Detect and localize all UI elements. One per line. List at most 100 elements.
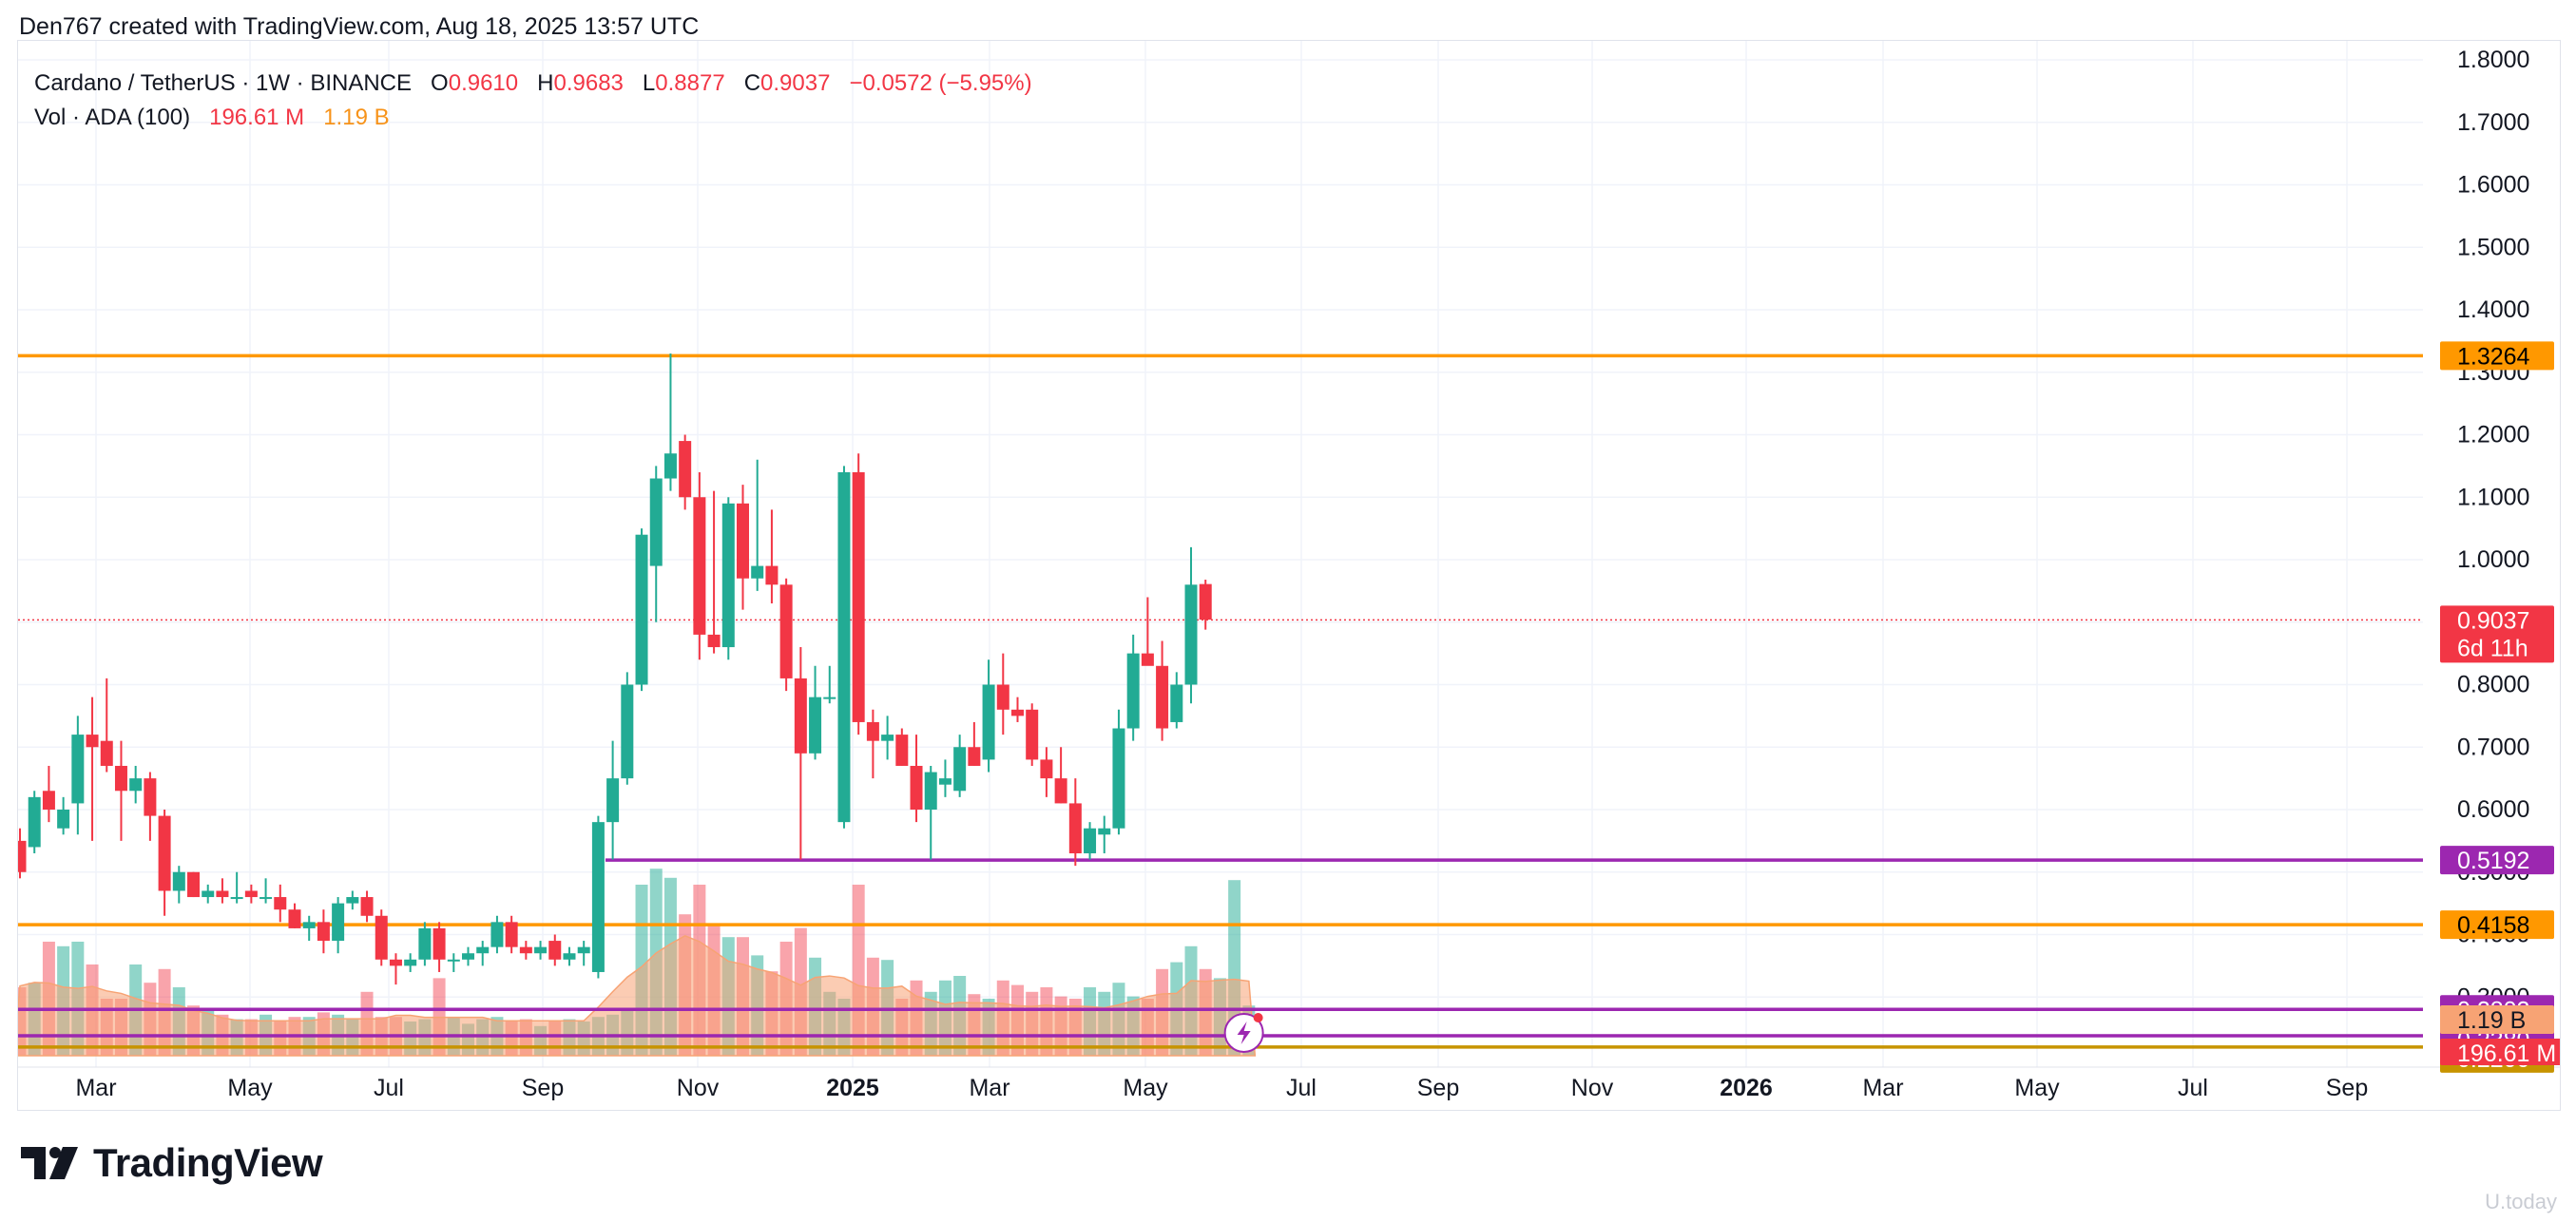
price-chart-svg[interactable]: 0.30000.40000.50000.60000.70000.80000.90…	[12, 41, 2566, 1110]
lightning-bolt-icon	[1237, 1022, 1251, 1044]
candle-body	[1156, 665, 1169, 729]
candle-body	[534, 946, 548, 954]
tradingview-logo[interactable]: TradingView	[21, 1140, 323, 1186]
candle-body	[476, 946, 490, 954]
candle-body	[172, 871, 185, 891]
candle-body	[447, 959, 460, 962]
candle-body	[230, 897, 243, 900]
price-axis-label: 1.7000	[2457, 109, 2529, 136]
candle-body	[737, 503, 749, 579]
price-axis-label: 0.6000	[2457, 796, 2529, 823]
time-axis-label: Jul	[2178, 1075, 2208, 1101]
time-axis-label: Nov	[677, 1075, 720, 1101]
price-axis-label: 1.6000	[2457, 172, 2529, 199]
price-level-label: 1.3264	[2457, 343, 2530, 370]
candle-body	[100, 740, 113, 766]
price-axis-label: 1.5000	[2457, 234, 2529, 260]
candle-body	[418, 927, 432, 960]
candle-body	[158, 815, 171, 891]
candle-body	[895, 735, 909, 766]
close-label: C	[743, 70, 761, 96]
candle-body	[924, 772, 937, 810]
candle-body	[635, 534, 648, 685]
candle-body	[938, 778, 952, 785]
candle-body	[1098, 828, 1111, 835]
time-axis-label: May	[1123, 1075, 1168, 1101]
candle-body	[462, 953, 475, 960]
candle-body	[649, 478, 663, 566]
candle-body	[1040, 759, 1053, 779]
candle-body	[1184, 584, 1198, 685]
price-axis-label: 0.8000	[2457, 672, 2529, 698]
candle-body	[693, 497, 706, 635]
time-axis-label: 2025	[826, 1075, 879, 1101]
change-value: −0.0572 (−5.95%)	[849, 70, 1032, 96]
time-axis-label: Mar	[75, 1075, 116, 1101]
price-axis-label: 0.7000	[2457, 734, 2529, 760]
price-axis-label: 1.8000	[2457, 47, 2529, 73]
chart-attribution: Den767 created with TradingView.com, Aug…	[19, 13, 700, 40]
candle-body	[1084, 828, 1097, 854]
candle-body	[1054, 778, 1067, 804]
source-watermark: U.today	[2485, 1190, 2557, 1213]
candle-body	[866, 721, 879, 741]
candle-body	[346, 897, 359, 904]
candle-body	[837, 471, 851, 823]
volume-label[interactable]: Vol · ADA (100)	[34, 105, 191, 130]
notification-dot-icon	[1253, 1013, 1263, 1022]
candle-body	[302, 922, 316, 928]
price-axis-label: 1.1000	[2457, 484, 2529, 510]
candle-body	[953, 747, 967, 792]
candle-body	[288, 909, 301, 928]
candle-body	[548, 941, 562, 960]
time-axis-label: Sep	[1417, 1075, 1459, 1101]
candle-body	[57, 810, 70, 829]
candle-body	[1199, 583, 1212, 621]
low-label: L	[642, 70, 656, 96]
candle-body	[1126, 653, 1140, 729]
candle-body	[187, 871, 201, 898]
time-axis-label: Nov	[1571, 1075, 1614, 1101]
tradingview-logo-icon	[21, 1147, 78, 1179]
time-axis-label: Jul	[374, 1075, 404, 1101]
candle-body	[1068, 803, 1082, 854]
price-axis-label: 1.4000	[2457, 296, 2529, 323]
tradingview-logo-text: TradingView	[93, 1140, 323, 1185]
time-axis-label: 2026	[1720, 1075, 1773, 1101]
open-label: O	[431, 70, 449, 96]
candle-body	[216, 890, 229, 898]
time-axis-label: May	[2014, 1075, 2060, 1101]
symbol-name[interactable]: Cardano / TetherUS · 1W · BINANCE	[34, 70, 413, 96]
candle-body	[332, 903, 345, 942]
chart-pane[interactable]: 0.30000.40000.50000.60000.70000.80000.90…	[12, 40, 2566, 1111]
candle-body	[71, 735, 85, 804]
candle-body	[244, 890, 258, 898]
high-value: 0.9683	[553, 70, 624, 96]
volume-ma-label-bg	[2440, 1005, 2554, 1034]
low-value: 0.8877	[655, 70, 725, 96]
candle-body	[86, 735, 99, 748]
ohlc-legend-row: Cardano / TetherUS · 1W · BINANCE O0.961…	[34, 67, 1032, 101]
price-axis-label: 1.2000	[2457, 422, 2529, 449]
open-value: 0.9610	[448, 70, 519, 96]
candle-body	[375, 915, 388, 960]
candle-body	[13, 840, 27, 872]
price-label-bg	[2440, 341, 2554, 371]
time-axis-label: Sep	[522, 1075, 564, 1101]
candle-body	[360, 897, 374, 916]
last-price-label-bg	[2440, 605, 2554, 663]
symbol-legend: Cardano / TetherUS · 1W · BINANCE O0.961…	[34, 67, 1032, 135]
volume-legend-row: Vol · ADA (100) 196.61 M 1.19 B	[34, 101, 1032, 135]
candle-body	[765, 565, 779, 585]
last-price-countdown: 6d 11h	[2457, 635, 2528, 661]
candle-body	[881, 735, 894, 741]
candle-body	[563, 953, 576, 960]
candle-body	[505, 922, 518, 947]
candle-body	[433, 927, 446, 960]
candle-body	[982, 684, 995, 760]
price-label-bg	[2440, 910, 2554, 940]
high-label: H	[537, 70, 554, 96]
candle-body	[1170, 684, 1183, 722]
volume-axis-label: 196.61 M	[2457, 1041, 2556, 1067]
candle-body	[28, 796, 41, 848]
